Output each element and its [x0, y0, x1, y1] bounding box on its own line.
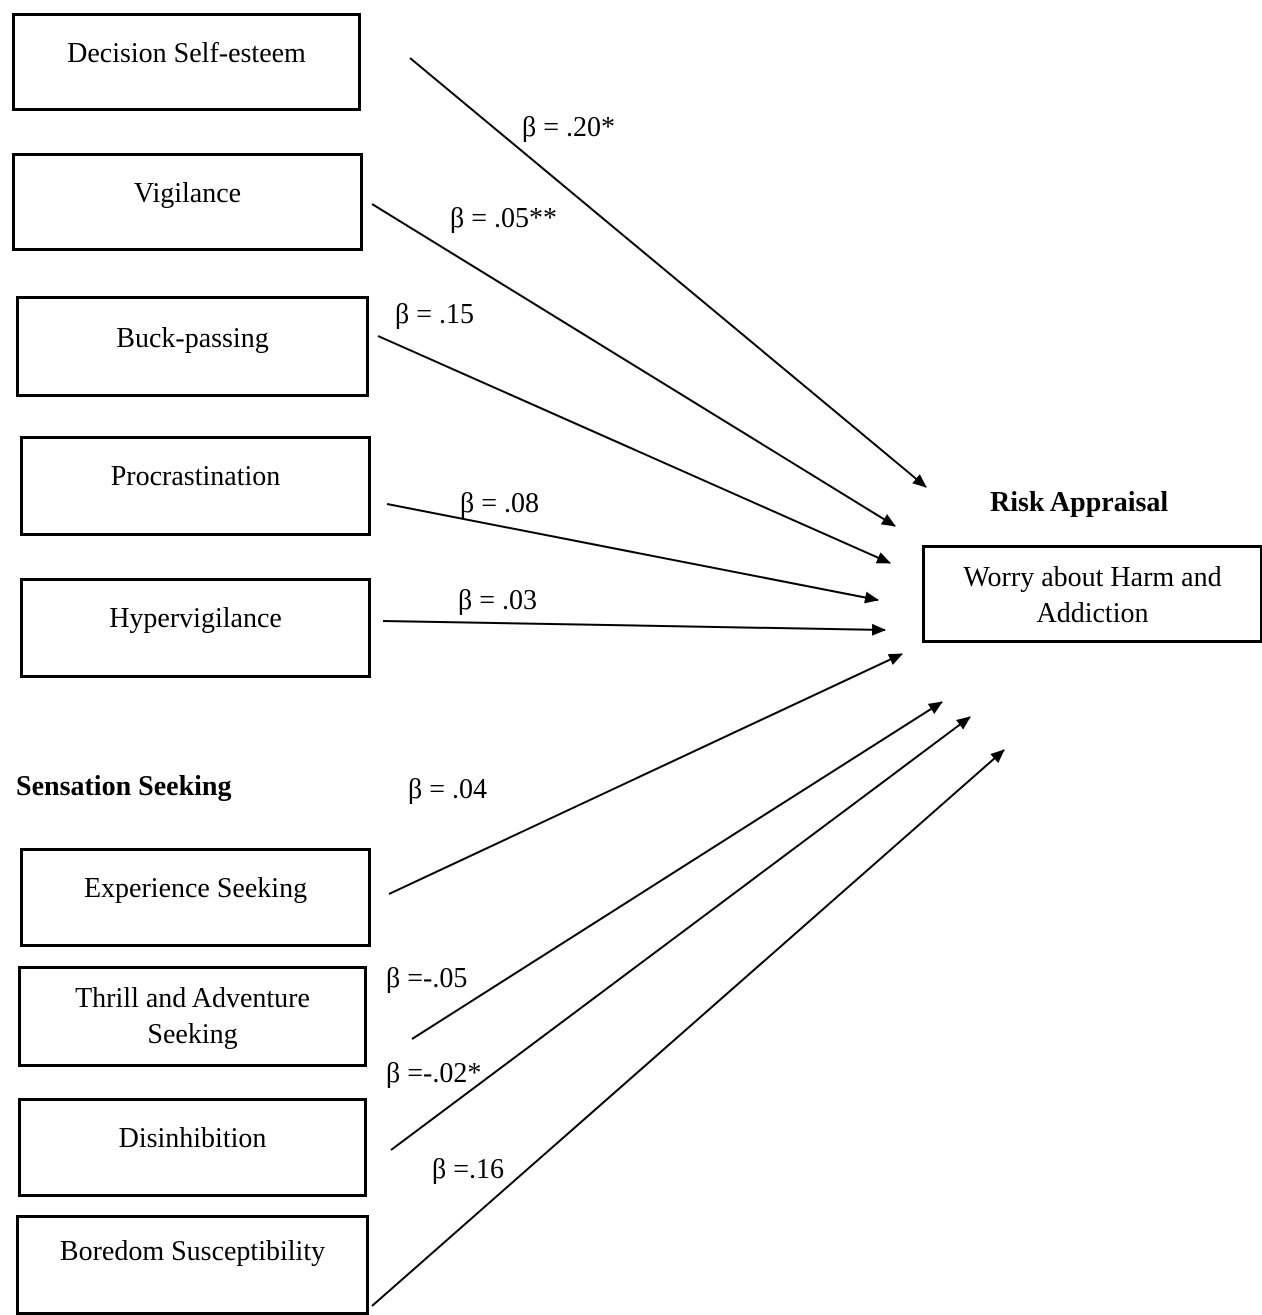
- sensation-seeking-heading: Sensation Seeking: [16, 771, 232, 802]
- outcome-box: Worry about Harm and Addiction: [922, 545, 1262, 643]
- arrow-buck-passing: [377, 335, 891, 564]
- predictor-label: Procrastination: [110, 461, 281, 492]
- beta-label-thrill-adventure: β =-.05: [386, 963, 468, 994]
- beta-label-boredom-susceptibility: β =.16: [432, 1154, 505, 1185]
- beta-label-buck-passing: β = .15: [395, 299, 475, 330]
- predictor-box-decision-self-esteem: Decision Self-esteem: [12, 13, 361, 111]
- predictor-label: Hypervigilance: [109, 603, 282, 634]
- arrow-disinhibition: [390, 716, 971, 1151]
- predictor-box-hypervigilance: Hypervigilance: [20, 578, 371, 678]
- beta-label-hypervigilance: β = .03: [458, 585, 538, 616]
- arrow-decision-self-esteem: [409, 57, 927, 488]
- predictor-label: Disinhibition: [118, 1123, 267, 1154]
- beta-label-vigilance: β = .05**: [450, 203, 558, 234]
- predictor-box-experience-seeking: Experience Seeking: [20, 848, 371, 947]
- beta-label-experience-seeking: β = .04: [408, 774, 488, 805]
- arrow-vigilance: [371, 203, 896, 527]
- arrow-hypervigilance: [382, 620, 886, 636]
- beta-label-procrastination: β = .08: [460, 488, 540, 519]
- arrow-procrastination: [386, 503, 879, 604]
- arrow-boredom-susceptibility: [371, 749, 1005, 1307]
- predictor-label: Boredom Susceptibility: [59, 1236, 326, 1267]
- outcome-heading: Risk Appraisal: [990, 487, 1169, 518]
- beta-label-disinhibition: β =-.02*: [386, 1058, 482, 1089]
- predictor-box-disinhibition: Disinhibition: [18, 1098, 367, 1197]
- predictor-box-vigilance: Vigilance: [12, 153, 363, 251]
- predictor-box-thrill-adventure: Thrill and Adventure Seeking: [18, 966, 367, 1067]
- arrow-experience-seeking: [388, 653, 903, 895]
- predictor-box-procrastination: Procrastination: [20, 436, 371, 536]
- predictor-box-buck-passing: Buck-passing: [16, 296, 369, 397]
- beta-label-decision-self-esteem: β = .20*: [522, 112, 616, 143]
- outcome-label: Worry about Harm and Addiction: [963, 562, 1222, 629]
- predictor-label: Experience Seeking: [83, 873, 308, 904]
- predictor-label: Vigilance: [133, 178, 242, 209]
- arrow-thrill-adventure: [411, 701, 943, 1040]
- predictor-label: Thrill and Adventure Seeking: [75, 983, 310, 1050]
- predictor-label: Buck-passing: [116, 323, 269, 354]
- predictor-box-boredom-susceptibility: Boredom Susceptibility: [16, 1215, 369, 1315]
- predictor-label: Decision Self-esteem: [67, 38, 306, 69]
